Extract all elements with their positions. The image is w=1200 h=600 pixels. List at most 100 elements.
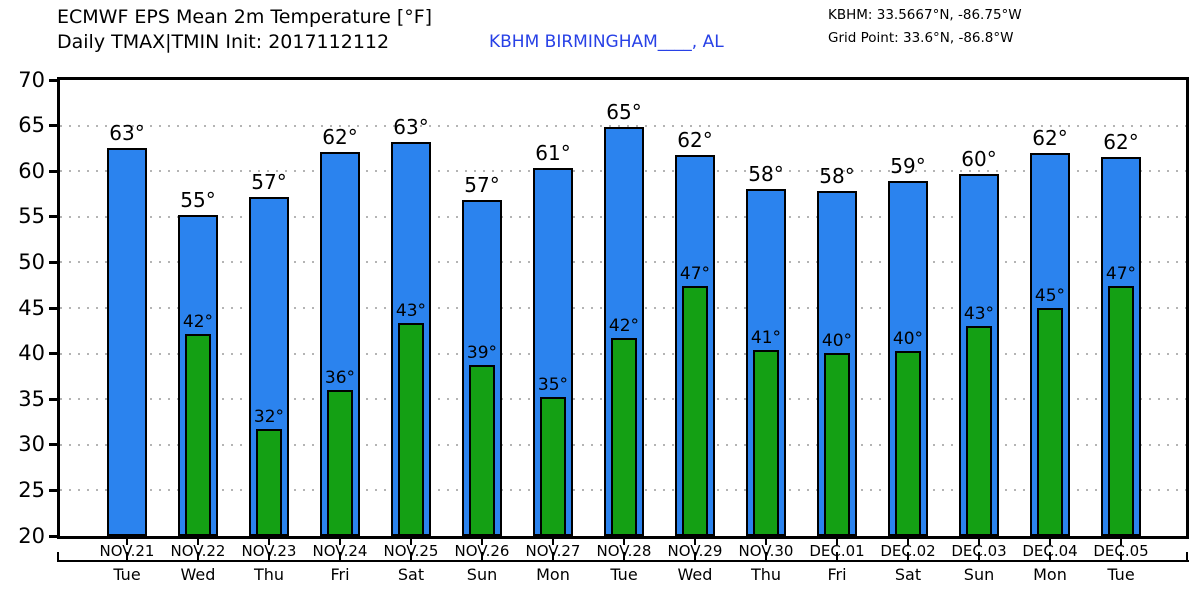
y-axis-tick-label: 70 [18, 67, 45, 92]
plot-area: 63° 55° 42° 57° 32° 62° 36° 63° 43° 57° 39° 61° 35° 6… [57, 77, 1189, 539]
tmin-bar [185, 334, 211, 536]
tmin-value-label: 36° [324, 368, 356, 389]
weekday-axis-tick [1049, 552, 1051, 560]
weekday-axis-tick [481, 552, 483, 560]
weekday-label: Sun [963, 565, 995, 584]
x-axis-tick [1049, 539, 1051, 545]
tmin-bar [611, 338, 637, 536]
tmax-value-label: 58° [819, 164, 855, 189]
tmin-value-label: 40° [892, 328, 924, 349]
tmin-bar [1108, 286, 1134, 536]
x-axis-tick [1120, 539, 1122, 545]
weekday-label: Fri [330, 565, 350, 584]
y-axis-tick [49, 124, 57, 128]
x-axis-tick [836, 539, 838, 545]
weekday-axis-end-tick [57, 552, 59, 560]
tmin-bar [895, 350, 921, 536]
x-axis-tick [694, 539, 696, 545]
x-axis-date-label: DEC.04 [1022, 542, 1078, 560]
x-axis-date-label: NOV.24 [312, 542, 368, 560]
tmin-value-label: 45° [1034, 286, 1066, 306]
tmin-bar [824, 352, 850, 536]
x-axis-tick [197, 539, 199, 545]
y-axis-tick [49, 215, 57, 219]
tmin-bar [682, 286, 708, 536]
tmax-value-label: 63° [393, 115, 429, 140]
y-axis-tick-label: 35 [18, 386, 45, 411]
tmax-value-label: 60° [961, 146, 997, 171]
tmax-value-label: 57° [464, 173, 500, 198]
x-axis-date-label: NOV.21 [99, 542, 155, 560]
tmin-bar [753, 349, 779, 536]
y-axis-tick-label: 65 [18, 113, 45, 138]
tmin-bar [966, 326, 992, 536]
y-axis-tick [49, 352, 57, 356]
weekday-label: Thu [253, 565, 285, 584]
grid-point-coordinates: Grid Point: 33.6°N, -86.8°W [828, 30, 1014, 46]
weekday-label: Mon [1033, 565, 1067, 584]
station-name: KBHM BIRMINGHAM____, AL [489, 32, 724, 52]
weekday-axis-tick [978, 552, 980, 560]
tmin-value-label: 47° [679, 264, 711, 285]
x-axis-tick [268, 539, 270, 545]
weekday-axis-tick [1120, 552, 1122, 560]
chart-title: ECMWF EPS Mean 2m Temperature [°F] [57, 6, 433, 28]
tmin-value-label: 35° [537, 375, 569, 396]
tmin-value-label: 32° [253, 407, 285, 428]
station-coordinates: KBHM: 33.5667°N, -86.75°W [828, 7, 1022, 23]
x-axis-tick [339, 539, 341, 545]
x-axis-tick [481, 539, 483, 545]
tmin-bar [469, 364, 495, 536]
tmin-value-label: 40° [821, 330, 853, 351]
y-axis-tick-label: 60 [18, 158, 45, 183]
weekday-axis-tick [765, 552, 767, 560]
tmax-value-label: 62° [1103, 129, 1139, 154]
x-axis-tick [978, 539, 980, 545]
tmin-value-label: 43° [395, 300, 427, 321]
tmax-value-label: 63° [109, 120, 145, 145]
x-axis-date-label: NOV.25 [383, 542, 439, 560]
weekday-axis-line [57, 560, 1189, 562]
weekday-label: Tue [1107, 565, 1135, 584]
weekday-axis-tick [694, 552, 696, 560]
tmax-value-label: 65° [606, 100, 642, 125]
weekday-label: Sun [466, 565, 498, 584]
y-axis-tick [49, 534, 57, 538]
y-axis-tick [49, 260, 57, 264]
y-axis-tick [49, 397, 57, 401]
y-gridline [60, 124, 1186, 127]
weekday-label: Tue [610, 565, 638, 584]
weekday-label: Sat [397, 565, 425, 584]
tmin-bar [1037, 308, 1063, 536]
tmin-bar [540, 397, 566, 536]
tmax-value-label: 62° [1032, 125, 1068, 150]
x-axis-tick [126, 539, 128, 545]
tmax-value-label: 62° [322, 125, 358, 150]
x-axis-date-label: NOV.28 [596, 542, 652, 560]
x-axis-tick [623, 539, 625, 545]
weekday-axis-tick [268, 552, 270, 560]
tmax-value-label: 59° [890, 154, 926, 179]
x-axis-date-label: NOV.23 [241, 542, 297, 560]
y-axis-tick-label: 45 [18, 295, 45, 320]
x-axis-date-label: NOV.22 [170, 542, 226, 560]
tmin-bar [327, 390, 353, 536]
tmax-value-label: 55° [180, 187, 216, 212]
tmax-value-label: 62° [677, 127, 713, 152]
weekday-label: Thu [750, 565, 782, 584]
weekday-axis-tick [907, 552, 909, 560]
weekday-axis-tick [339, 552, 341, 560]
tmin-value-label: 43° [963, 304, 995, 325]
y-axis-tick [49, 443, 57, 447]
x-axis-date-label: DEC.01 [809, 542, 865, 560]
x-axis-tick [907, 539, 909, 545]
tmin-value-label: 41° [750, 327, 782, 348]
y-axis-tick-label: 30 [18, 432, 45, 457]
weekday-label: Wed [677, 565, 713, 584]
tmax-value-label: 61° [535, 140, 571, 165]
weekday-axis-tick [126, 552, 128, 560]
tmax-bar [107, 147, 147, 536]
x-axis-date-label: DEC.02 [880, 542, 936, 560]
tmin-bar [398, 322, 424, 536]
